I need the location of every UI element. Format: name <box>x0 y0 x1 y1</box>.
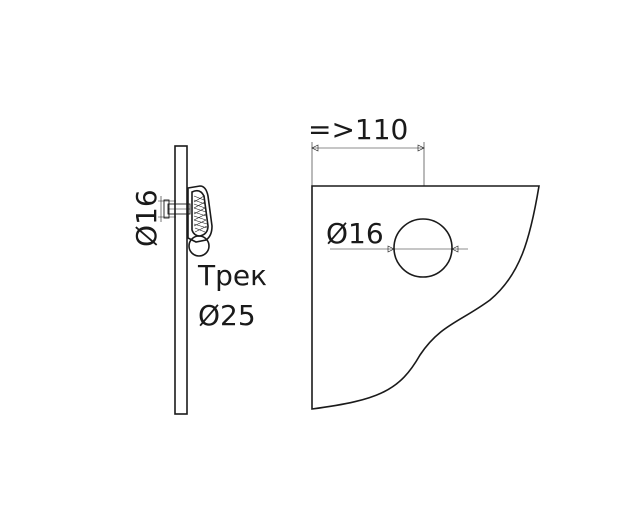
hole-dimension: Ø16 <box>326 217 468 253</box>
width-dimension: =>110 <box>308 113 425 186</box>
glass-panel-side <box>174 145 188 415</box>
bolt-washer <box>163 199 170 219</box>
track-word-label: Трек <box>197 259 267 292</box>
side-bore-diameter-label: Ø16 <box>130 189 163 247</box>
side-bore-dimension: Ø16 <box>130 189 176 247</box>
side-view: Ø16 Трек Ø25 <box>130 145 267 415</box>
track-tube-section <box>188 235 210 257</box>
track-diameter-label: Ø25 <box>198 299 256 332</box>
hole-diameter-label: Ø16 <box>326 217 384 250</box>
knurled-wheel <box>191 189 209 237</box>
glass-hole <box>393 218 453 278</box>
min-width-label: =>110 <box>308 113 408 146</box>
roller-bracket <box>163 185 213 257</box>
glass-plate-outline <box>311 185 540 410</box>
front-view: Ø16 =>110 <box>308 113 540 410</box>
